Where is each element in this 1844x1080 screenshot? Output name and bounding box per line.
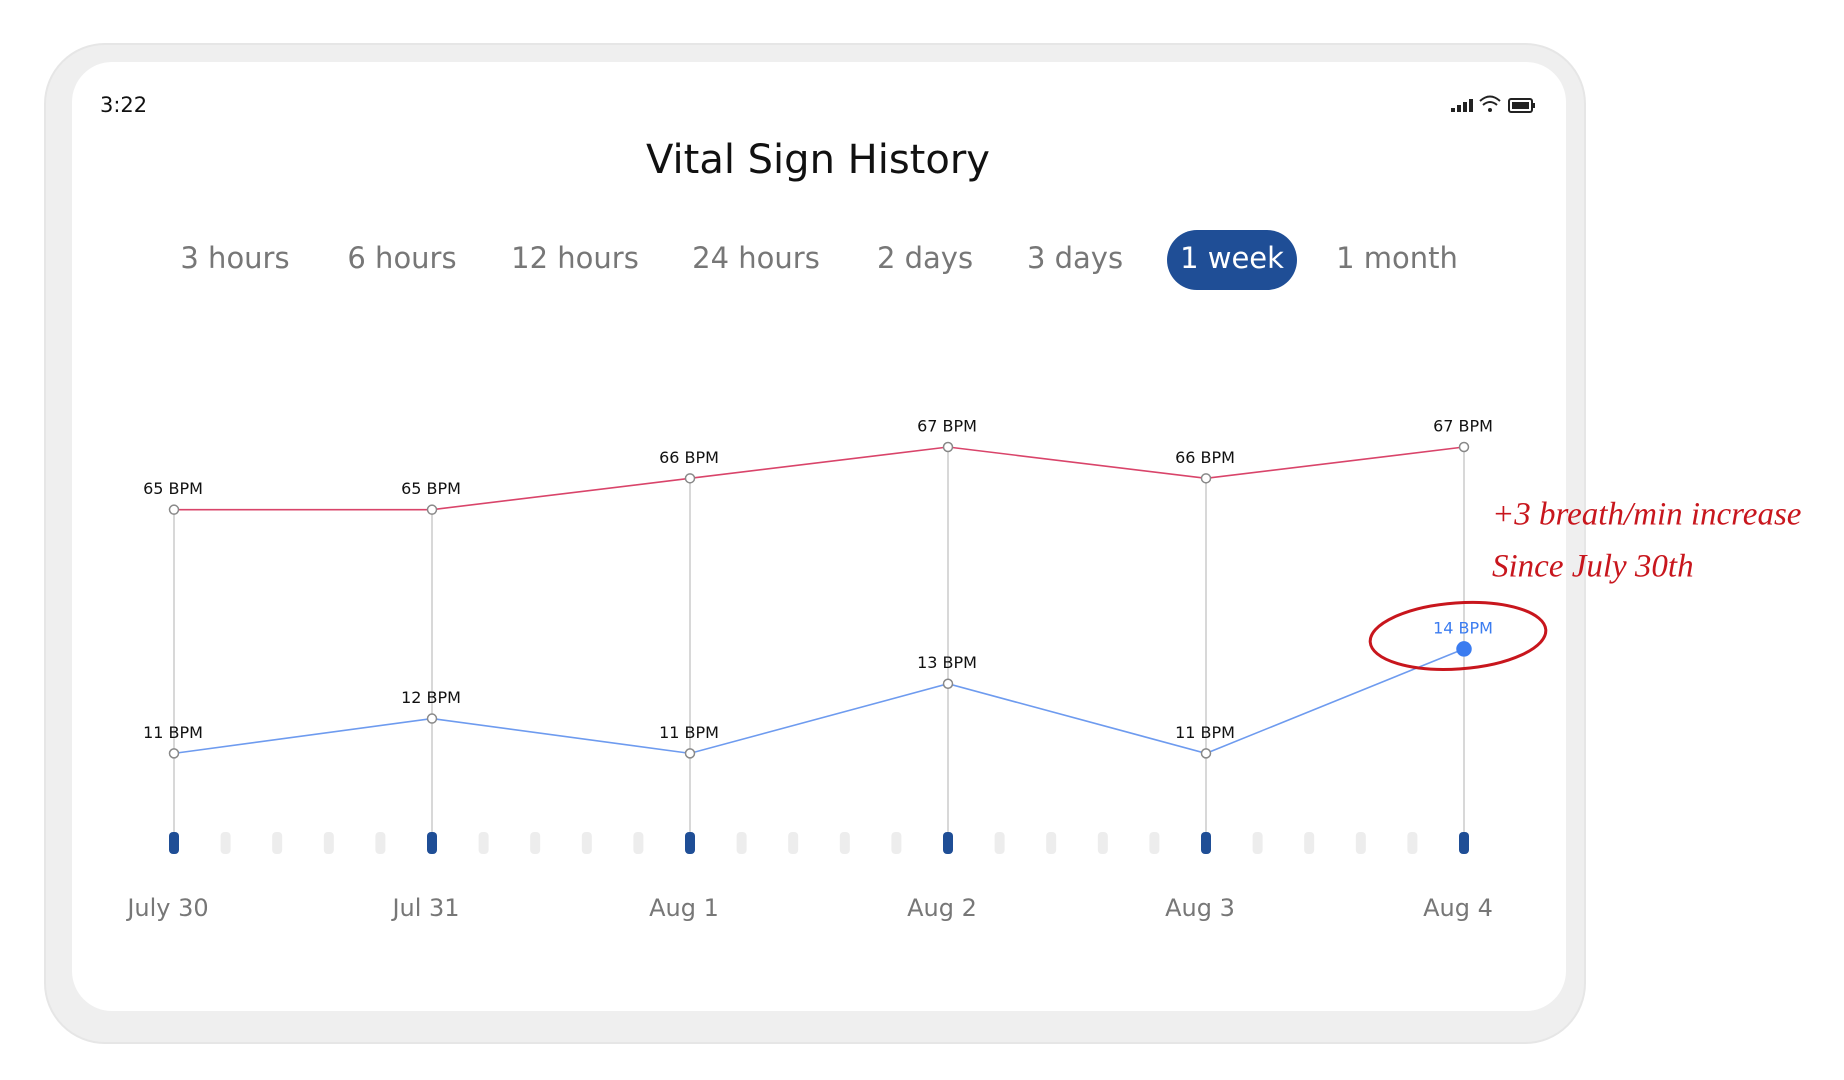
data-point: [426, 504, 438, 515]
data-point: [942, 678, 954, 689]
minor-dot: [1252, 832, 1263, 854]
data-point: [1200, 473, 1212, 484]
highlight-point: [1456, 641, 1472, 657]
minor-dot: [530, 832, 541, 854]
minor-dot: [375, 832, 386, 854]
minor-dot: [839, 832, 850, 854]
device-screen: [72, 62, 1566, 1011]
minor-dot: [220, 832, 231, 854]
minor-dot: [478, 832, 489, 854]
data-label: 67 BPM: [1433, 417, 1493, 436]
minor-dot: [1149, 832, 1160, 854]
data-label: 66 BPM: [659, 448, 719, 467]
series-line: [174, 446, 1465, 511]
x-tick-label: Aug 2: [907, 894, 977, 922]
data-label: 11 BPM: [143, 723, 203, 742]
x-tick: [1201, 832, 1211, 854]
time-range-tab[interactable]: 1 month: [1336, 241, 1458, 275]
time-range-tab[interactable]: 24 hours: [692, 241, 820, 275]
minor-dot: [1097, 832, 1108, 854]
series-line: [173, 648, 1465, 755]
minor-dot: [891, 832, 902, 854]
data-point: [1200, 748, 1212, 759]
x-tick: [169, 832, 179, 854]
data-point: [684, 748, 696, 759]
minor-dot: [272, 832, 283, 854]
annotation-note: Since July 30th: [1492, 549, 1694, 585]
data-point: [168, 504, 180, 515]
data-point: [426, 713, 438, 724]
data-label: 14 BPM: [1433, 618, 1493, 637]
minor-dot: [736, 832, 747, 854]
time-range-tab[interactable]: 3 hours: [180, 241, 289, 275]
page-title: Vital Sign History: [646, 137, 990, 183]
x-tick: [427, 832, 437, 854]
data-label: 11 BPM: [659, 723, 719, 742]
x-tick-label: Aug 1: [649, 894, 719, 922]
data-label: 13 BPM: [917, 653, 977, 672]
x-tick: [943, 832, 953, 854]
minor-dot: [1355, 832, 1366, 854]
data-label: 65 BPM: [401, 479, 461, 498]
x-tick: [1459, 832, 1469, 854]
data-label: 67 BPM: [917, 417, 977, 436]
status-time: 3:22: [100, 93, 147, 117]
minor-dot: [994, 832, 1005, 854]
x-tick: [685, 832, 695, 854]
minor-dot: [1407, 832, 1418, 854]
minor-dot: [1304, 832, 1315, 854]
status-icons: [1451, 95, 1535, 113]
x-tick-label: July 30: [125, 894, 208, 922]
data-point: [684, 473, 696, 484]
time-range-tab[interactable]: 3 days: [1027, 241, 1123, 275]
x-tick-label: Jul 31: [390, 894, 459, 922]
annotation-note: +3 breath/min increase: [1492, 497, 1801, 533]
data-label: 12 BPM: [401, 688, 461, 707]
time-range-tab[interactable]: 6 hours: [347, 241, 456, 275]
tab-selected-pill[interactable]: [1167, 230, 1297, 290]
data-label: 11 BPM: [1175, 723, 1235, 742]
time-range-tab[interactable]: 12 hours: [511, 241, 639, 275]
time-range-tab[interactable]: 1 week: [1180, 241, 1284, 275]
minor-dot: [1046, 832, 1057, 854]
minor-dot: [323, 832, 334, 854]
annotation-circle: [1368, 600, 1548, 671]
time-range-tab[interactable]: 2 days: [877, 241, 973, 275]
data-point: [1458, 441, 1470, 453]
minor-dot: [581, 832, 592, 854]
x-tick-label: Aug 4: [1423, 894, 1493, 922]
data-label: 66 BPM: [1175, 448, 1235, 467]
data-label: 65 BPM: [143, 479, 203, 498]
x-tick-label: Aug 3: [1165, 894, 1235, 922]
minor-dot: [788, 832, 799, 854]
minor-dot: [633, 832, 644, 854]
data-point: [168, 748, 180, 759]
data-point: [942, 441, 954, 453]
